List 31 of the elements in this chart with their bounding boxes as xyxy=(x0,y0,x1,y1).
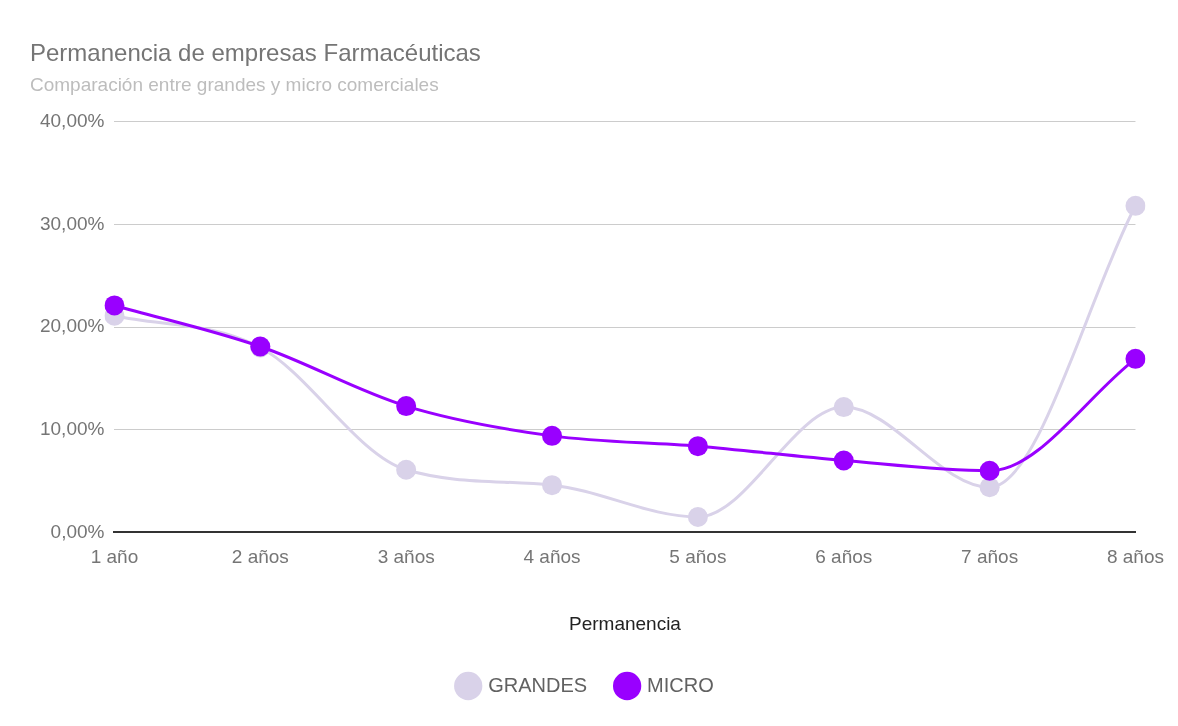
x-tick-label: 1 año xyxy=(90,546,139,568)
chart-title: Permanencia de empresas Farmacéuticas xyxy=(30,39,481,67)
point xyxy=(833,397,854,418)
point xyxy=(687,507,708,527)
point xyxy=(396,396,417,417)
point xyxy=(104,295,125,316)
legend-label: GRANDES xyxy=(488,673,588,696)
point xyxy=(396,459,417,480)
y-tick-label: 40,00% xyxy=(39,109,105,131)
point xyxy=(687,436,708,457)
chart-subtitle: Comparación entre grandes y micro comerciales xyxy=(30,74,439,96)
y-tick-label: 30,00% xyxy=(39,212,105,234)
x-tick-label: 3 años xyxy=(377,546,435,568)
x-tick-label: 5 años xyxy=(669,546,727,568)
x-axis-title: Permanencia xyxy=(568,612,682,634)
x-tick-label: 6 años xyxy=(815,546,873,568)
y-tick-label: 10,00% xyxy=(39,417,105,439)
point xyxy=(833,450,854,471)
x-tick-label: 4 años xyxy=(523,546,581,568)
point xyxy=(979,460,1000,481)
x-tick-label: 7 años xyxy=(961,546,1019,568)
y-tick-label: 20,00% xyxy=(39,315,105,337)
point xyxy=(1125,195,1146,216)
point xyxy=(542,475,563,496)
x-tick-label: 8 años xyxy=(1106,546,1164,568)
y-tick-label: 0,00% xyxy=(50,520,105,542)
point xyxy=(1125,348,1146,369)
x-tick-label: 2 años xyxy=(231,546,289,568)
legend-label: MICRO xyxy=(647,673,714,696)
point xyxy=(979,477,1000,498)
point xyxy=(542,425,563,446)
